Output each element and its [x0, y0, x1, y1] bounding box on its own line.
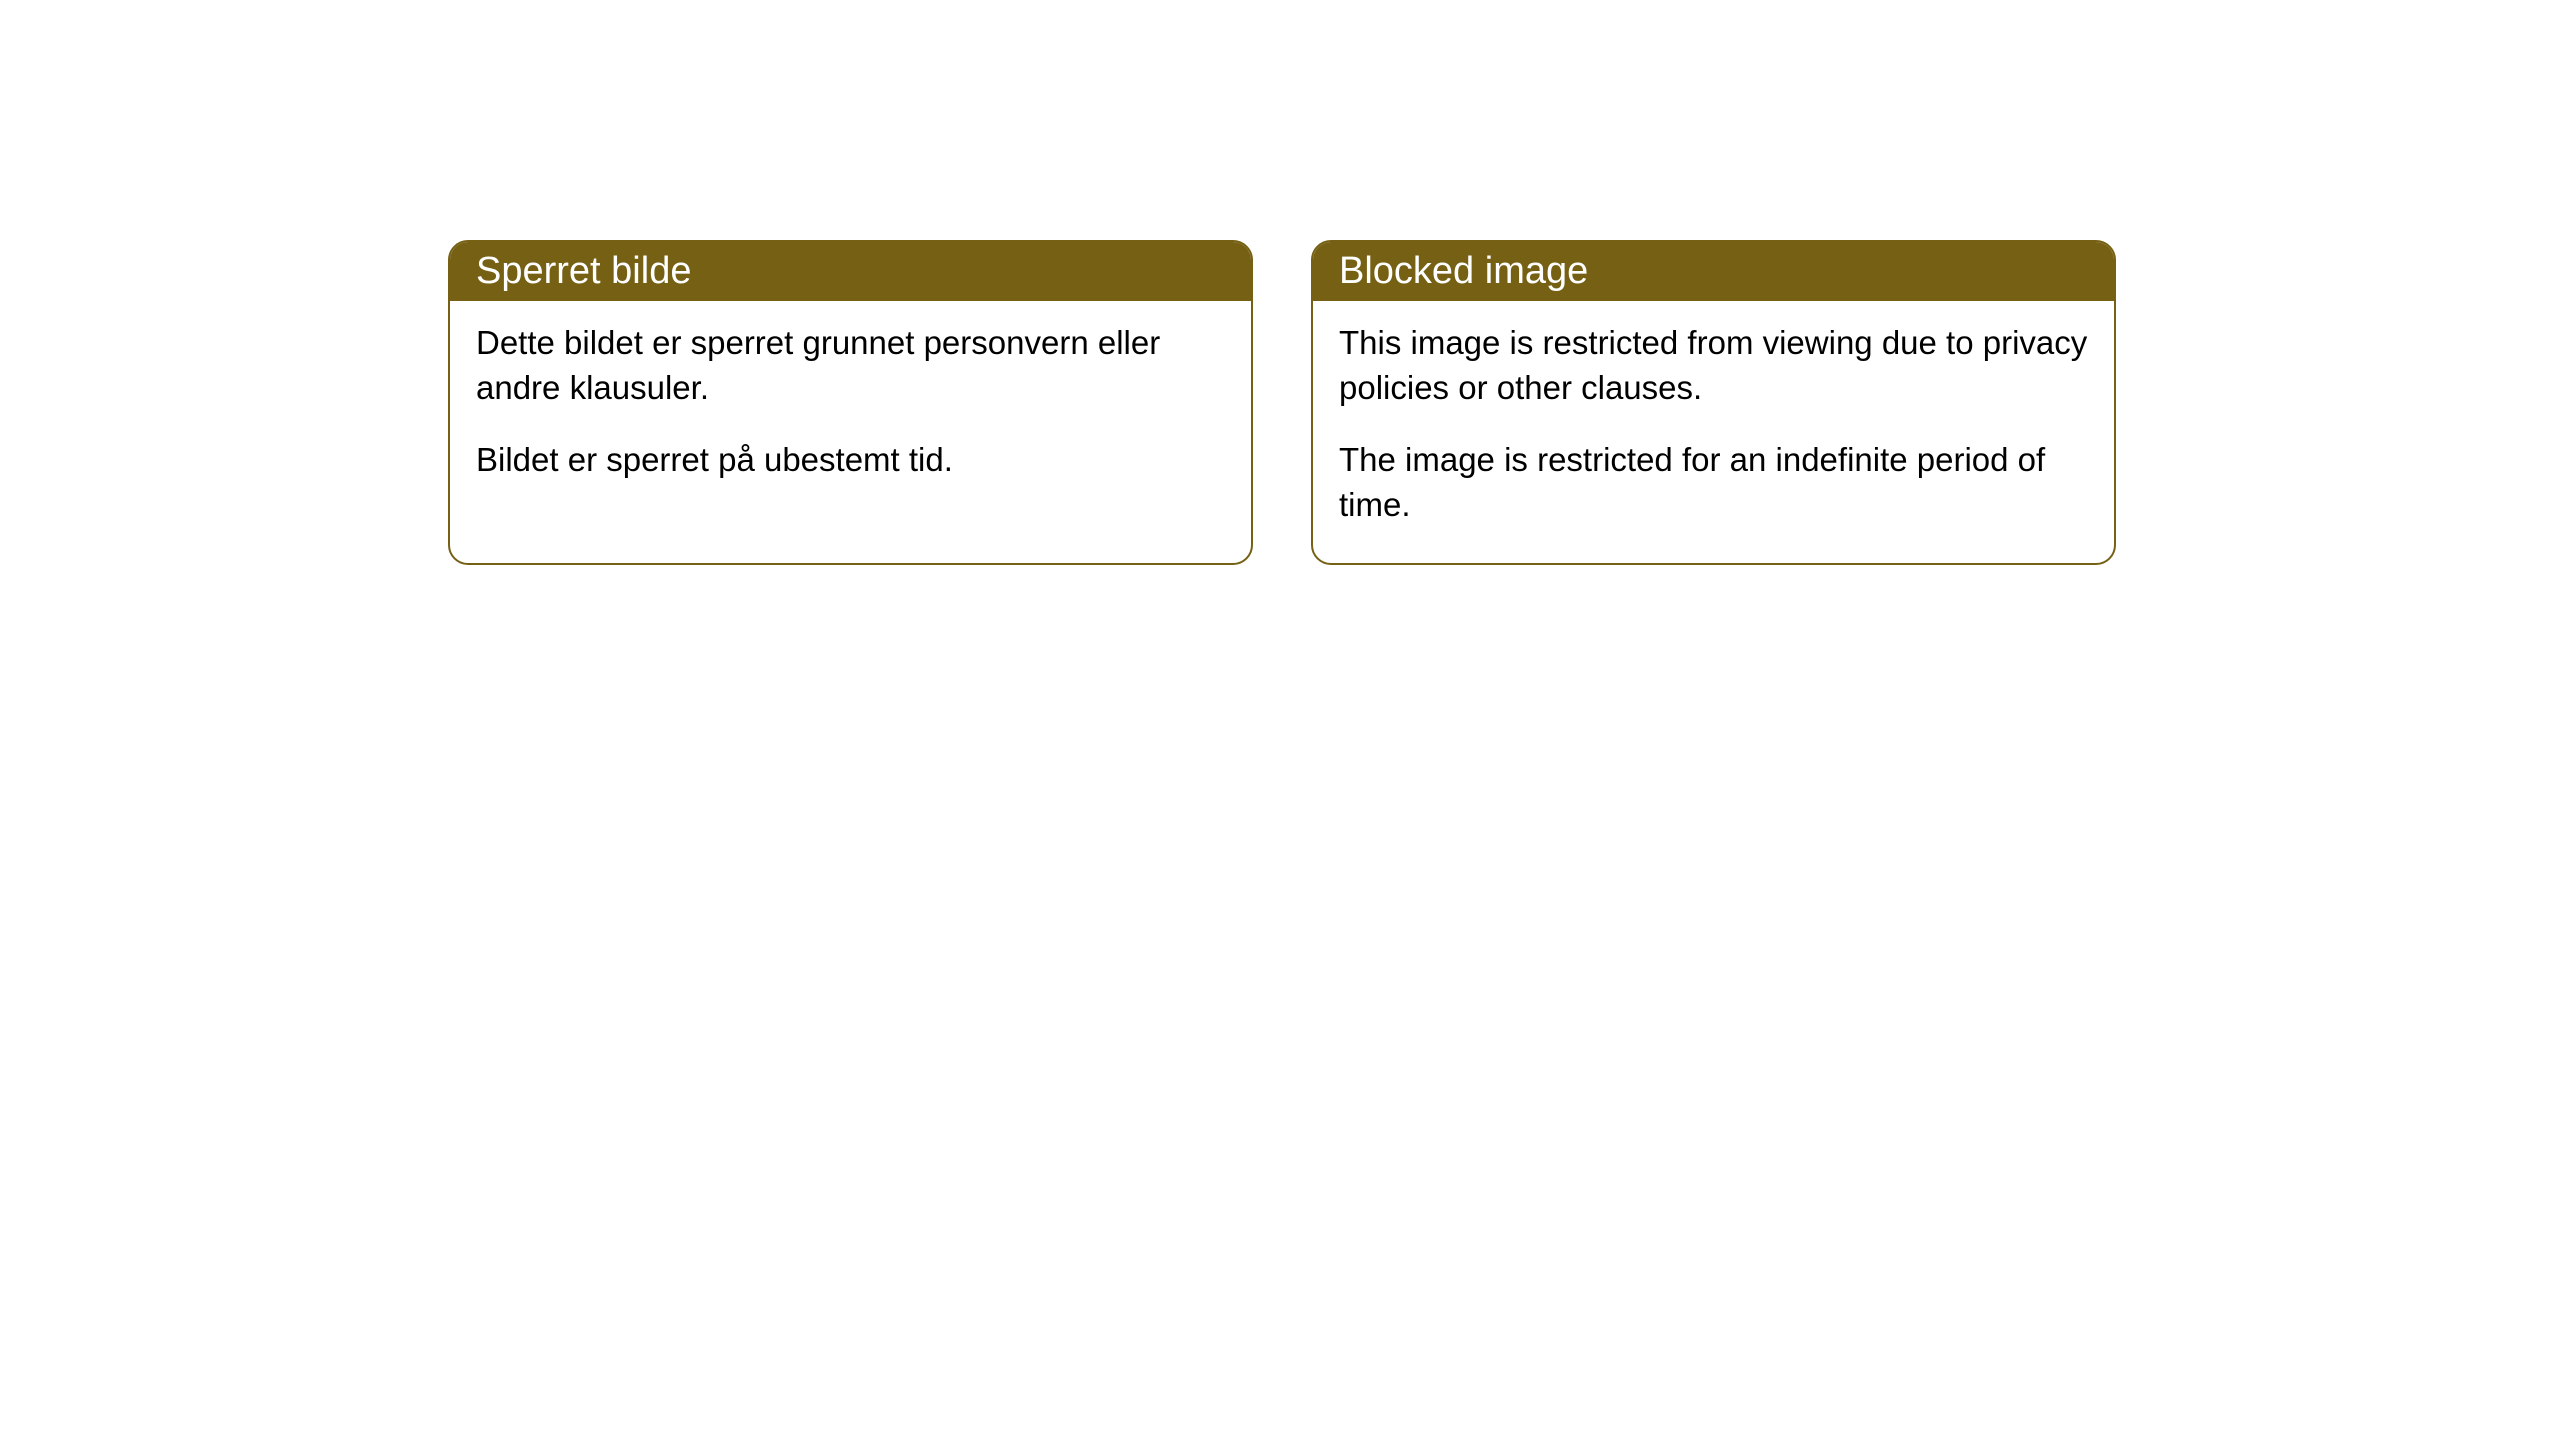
- card-title: Sperret bilde: [476, 250, 691, 292]
- card-paragraph: This image is restricted from viewing du…: [1339, 321, 2088, 410]
- card-paragraph: Bildet er sperret på ubestemt tid.: [476, 438, 1225, 483]
- notice-card-norwegian: Sperret bilde Dette bildet er sperret gr…: [448, 240, 1253, 565]
- notice-cards-container: Sperret bilde Dette bildet er sperret gr…: [448, 240, 2116, 565]
- card-body-norwegian: Dette bildet er sperret grunnet personve…: [450, 301, 1251, 519]
- card-paragraph: The image is restricted for an indefinit…: [1339, 438, 2088, 527]
- card-paragraph: Dette bildet er sperret grunnet personve…: [476, 321, 1225, 410]
- card-header-norwegian: Sperret bilde: [450, 242, 1251, 301]
- card-body-english: This image is restricted from viewing du…: [1313, 301, 2114, 563]
- card-title: Blocked image: [1339, 250, 1588, 292]
- card-header-english: Blocked image: [1313, 242, 2114, 301]
- notice-card-english: Blocked image This image is restricted f…: [1311, 240, 2116, 565]
